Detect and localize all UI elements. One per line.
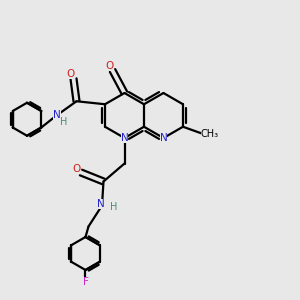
Text: O: O: [66, 69, 75, 79]
Text: F: F: [82, 277, 88, 287]
Text: N: N: [160, 133, 167, 143]
Text: N: N: [53, 110, 61, 120]
Text: O: O: [72, 164, 81, 175]
Text: CH₃: CH₃: [201, 129, 219, 139]
Text: H: H: [110, 202, 118, 212]
Text: O: O: [105, 61, 114, 71]
Text: N: N: [121, 133, 128, 143]
Text: H: H: [60, 117, 68, 127]
Text: N: N: [97, 199, 104, 209]
